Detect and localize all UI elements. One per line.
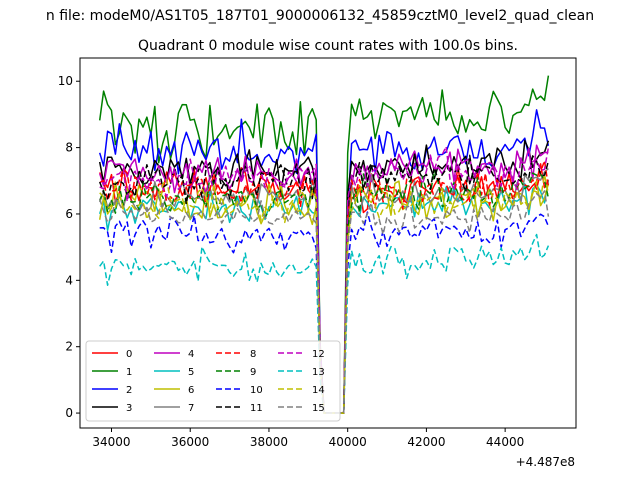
legend-label-4: 4 [188,349,194,360]
series-layer [98,75,550,414]
legend-label-12: 12 [312,349,325,360]
legend-label-7: 7 [188,403,194,414]
y-tick-label: 8 [65,141,73,155]
x-axis-offset-label: +4.487e8 [516,455,575,469]
legend-label-2: 2 [126,385,132,396]
legend-label-15: 15 [312,403,325,414]
x-tick-label: 40000 [329,435,367,449]
legend-label-3: 3 [126,403,132,414]
legend-label-11: 11 [250,403,263,414]
y-tick-label: 2 [65,340,73,354]
chart-title: Quadrant 0 module wise count rates with … [138,38,518,54]
x-tick-label: 38000 [250,435,288,449]
legend-label-9: 9 [250,367,256,378]
series-line-10 [99,211,550,414]
series-line-15 [98,190,550,414]
legend-label-5: 5 [188,367,194,378]
x-axis: 34000 36000 38000 40000 42000 44000 [92,428,524,449]
y-tick-label: 0 [65,406,73,420]
legend-label-14: 14 [312,385,325,396]
y-tick-label: 4 [65,273,73,287]
x-tick-label: 34000 [92,435,130,449]
figure-suptitle: n file: modeM0/AS1T05_187T01_9000006132_… [46,8,594,24]
legend-label-13: 13 [312,367,325,378]
legend-label-1: 1 [126,367,132,378]
legend-box [85,340,341,422]
legend-label-0: 0 [126,349,132,360]
x-tick-label: 36000 [171,435,209,449]
x-tick-label: 44000 [486,435,524,449]
x-tick-label: 42000 [407,435,445,449]
legend-label-6: 6 [188,385,194,396]
y-axis: 0 2 4 6 8 10 [58,74,80,420]
series-line-13 [99,233,550,414]
y-tick-label: 10 [58,74,73,88]
y-tick-label: 6 [65,207,73,221]
legend-label-8: 8 [250,349,256,360]
plot-frame [79,57,577,429]
legend-label-10: 10 [250,385,263,396]
series-line-11 [98,153,550,414]
